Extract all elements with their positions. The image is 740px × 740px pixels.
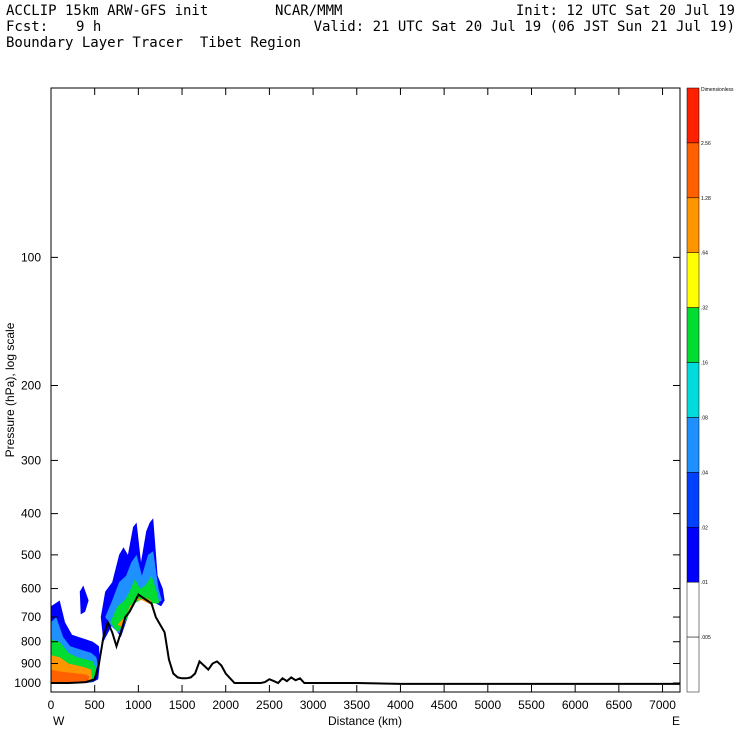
colorbar-label: .64 xyxy=(701,251,708,257)
x-tick-label: 4000 xyxy=(387,698,414,712)
x-tick-label: 3500 xyxy=(343,698,370,712)
x-tick-label: 500 xyxy=(85,698,105,712)
y-axis: 100 200 300 400 500 600 700 800 900 1000 xyxy=(14,250,680,690)
x-tick-label: 6000 xyxy=(562,698,589,712)
tracer-region-6 xyxy=(110,575,160,633)
tracer-region-8 xyxy=(117,597,155,628)
tracer-layer xyxy=(51,518,165,683)
y-tick-label: 500 xyxy=(21,548,41,562)
x-axis-west: W xyxy=(53,714,65,728)
fcst-label: Fcst: xyxy=(6,19,49,35)
plot-title: Boundary Layer Tracer Tibet Region xyxy=(6,35,302,51)
colorbar-swatch xyxy=(686,142,700,199)
model-title: ACCLIP 15km ARW-GFS init xyxy=(6,3,209,19)
colorbar-label: .02 xyxy=(701,525,708,531)
x-tick-label: 2000 xyxy=(212,698,239,712)
x-tick-label: 4500 xyxy=(431,698,458,712)
y-axis-label: Pressure (hPa), log scale xyxy=(3,322,17,457)
x-tick-label: 7000 xyxy=(649,698,676,712)
colorbar-swatch xyxy=(686,252,700,308)
colorbar-label: .08 xyxy=(701,415,708,421)
colorbar-swatch xyxy=(686,472,700,528)
x-tick-label: 6500 xyxy=(605,698,632,712)
colorbar-title: Dimensionless xyxy=(701,87,734,93)
x-axis-label: Distance (km) xyxy=(328,714,402,728)
y-tick-label: 700 xyxy=(21,610,41,624)
colorbar-label: 1.28 xyxy=(701,196,711,202)
x-tick-label: 5000 xyxy=(474,698,501,712)
colorbar-swatch xyxy=(686,362,700,418)
x-axis-east: E xyxy=(672,714,680,728)
colorbar-swatch xyxy=(686,581,700,638)
org-label: NCAR/MMM xyxy=(275,3,343,19)
init-time: Init: 12 UTC Sat 20 Jul 19 xyxy=(515,3,735,19)
x-tick-label: 1000 xyxy=(125,698,152,712)
tracer-region-1 xyxy=(79,585,89,615)
y-tick-label: 400 xyxy=(21,507,41,521)
y-tick-label: 300 xyxy=(21,453,41,467)
colorbar: 2.56 1.28 .64 .32 .16 .08 .04 .02 .01 .005 Dimensi… xyxy=(686,87,734,693)
terrain-line xyxy=(51,593,680,685)
colorbar-swatch xyxy=(686,307,700,363)
x-tick-label: 1500 xyxy=(169,698,196,712)
x-axis: 0 500 1000 1500 2000 2500 3000 3500 4000 4500 5000… xyxy=(48,88,676,712)
x-tick-label: 5500 xyxy=(518,698,545,712)
colorbar-swatch xyxy=(686,87,700,144)
fcst-value: 9 h xyxy=(76,19,102,35)
y-tick-label: 100 xyxy=(21,250,41,264)
colorbar-label: .005 xyxy=(701,635,711,641)
x-tick-label: 2500 xyxy=(256,698,283,712)
y-tick-label: 900 xyxy=(21,657,41,671)
valid-time: Valid: 21 UTC Sat 20 Jul 19 (06 JST Sun … xyxy=(313,19,735,35)
colorbar-swatch xyxy=(686,417,700,473)
y-tick-label: 600 xyxy=(21,582,41,596)
plot-frame xyxy=(50,87,681,693)
colorbar-swatch xyxy=(686,197,700,253)
colorbar-label: 2.56 xyxy=(701,141,711,147)
colorbar-swatch xyxy=(686,636,700,693)
colorbar-label: .16 xyxy=(701,361,708,367)
colorbar-label: .32 xyxy=(701,306,708,312)
colorbar-label: .01 xyxy=(701,580,708,586)
y-tick-label: 200 xyxy=(21,378,41,392)
colorbar-label: .04 xyxy=(701,470,708,476)
x-tick-label: 0 xyxy=(48,698,55,712)
colorbar-swatch xyxy=(686,527,700,583)
y-tick-label: 800 xyxy=(21,635,41,649)
x-tick-label: 3000 xyxy=(300,698,327,712)
tracer-region-9 xyxy=(51,669,90,683)
y-tick-label: 1000 xyxy=(14,676,41,690)
